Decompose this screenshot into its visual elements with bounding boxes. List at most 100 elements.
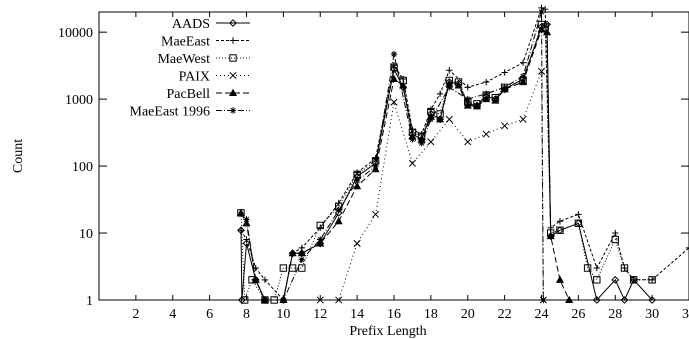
- point-marker: [464, 84, 471, 91]
- point-marker: [427, 138, 435, 146]
- point-marker: [555, 275, 564, 283]
- point-marker: [519, 72, 527, 80]
- y-tick-label: 10000: [58, 26, 93, 41]
- point-marker: [556, 218, 564, 225]
- point-marker: [519, 115, 527, 123]
- point-marker: [501, 122, 509, 130]
- point-marker: [575, 211, 582, 218]
- series-line: [240, 7, 689, 302]
- point-marker: [288, 264, 297, 272]
- point-marker: [593, 264, 601, 272]
- point-marker: [482, 130, 490, 138]
- point-marker: [541, 6, 549, 13]
- point-marker: [685, 244, 689, 252]
- x-tick-label: 26: [571, 307, 585, 322]
- point-marker: [297, 248, 306, 257]
- point-marker: [446, 84, 453, 91]
- point-marker: [464, 138, 472, 146]
- x-tick-label: 20: [461, 307, 475, 322]
- point-marker: [242, 239, 251, 248]
- point-marker: [454, 81, 463, 89]
- x-tick-label: 32: [682, 307, 689, 322]
- point-marker: [229, 71, 237, 80]
- point-marker: [482, 90, 490, 98]
- series-line: [320, 71, 544, 301]
- point-marker: [519, 77, 528, 86]
- point-marker: [482, 78, 490, 86]
- x-tick-label: 18: [424, 307, 438, 322]
- series-line: [246, 11, 544, 301]
- legend-label: AADS: [172, 17, 210, 32]
- point-marker: [408, 159, 416, 167]
- point-marker: [243, 216, 250, 223]
- point-marker: [418, 139, 425, 147]
- point-marker: [229, 107, 237, 114]
- point-marker: [229, 54, 237, 62]
- y-tick-label: 1: [86, 294, 93, 309]
- point-marker: [583, 264, 592, 272]
- point-marker: [237, 227, 245, 234]
- point-marker: [298, 264, 306, 272]
- point-marker: [648, 276, 656, 284]
- axis-ticks: 2468101214161820222426283032110100100010…: [58, 12, 689, 322]
- point-marker: [629, 276, 638, 284]
- series-maeeast-1996: [243, 8, 547, 304]
- y-tick-label: 10: [79, 227, 93, 242]
- series-maeeast: [237, 4, 689, 304]
- point-marker: [261, 296, 269, 304]
- point-marker: [409, 126, 416, 133]
- y-axis-label: Count: [11, 139, 26, 173]
- x-tick-label: 4: [169, 307, 176, 322]
- point-marker: [446, 67, 453, 74]
- point-marker: [427, 106, 435, 113]
- point-marker: [648, 296, 657, 304]
- x-tick-label: 28: [608, 307, 622, 322]
- point-marker: [297, 249, 306, 258]
- legend: AADS MaeEast MaeWest PAIX PacBell MaeEast 199…: [130, 17, 250, 120]
- point-marker: [472, 102, 482, 110]
- point-marker: [242, 219, 251, 227]
- series-group: [236, 4, 689, 304]
- point-marker: [389, 74, 399, 83]
- y-tick-label: 100: [72, 160, 93, 175]
- point-marker: [317, 236, 324, 243]
- series-paix: [316, 67, 547, 304]
- point-marker: [236, 208, 246, 216]
- point-marker: [482, 94, 491, 103]
- point-marker: [436, 115, 445, 123]
- point-marker: [593, 276, 601, 284]
- point-marker: [372, 162, 379, 170]
- x-tick-label: 2: [132, 307, 139, 322]
- legend-label: PacBell: [166, 87, 210, 102]
- point-marker: [556, 226, 564, 234]
- point-marker: [353, 239, 361, 247]
- point-marker: [611, 235, 619, 244]
- point-marker: [620, 264, 629, 272]
- point-marker: [353, 170, 361, 179]
- legend-label: MaeWest: [157, 52, 210, 67]
- point-marker: [574, 219, 583, 227]
- point-marker: [280, 296, 287, 304]
- point-marker: [542, 27, 552, 36]
- point-marker: [546, 231, 555, 240]
- point-marker: [240, 296, 249, 304]
- x-tick-label: 10: [276, 307, 290, 322]
- point-marker: [261, 276, 269, 284]
- point-marker: [409, 136, 416, 143]
- point-marker: [317, 224, 324, 231]
- point-marker: [501, 84, 508, 91]
- point-marker: [298, 256, 306, 263]
- point-marker: [491, 96, 500, 104]
- point-marker: [537, 67, 546, 75]
- point-marker: [252, 276, 259, 284]
- point-marker: [620, 296, 629, 304]
- point-marker: [228, 88, 238, 97]
- point-marker: [436, 90, 444, 98]
- x-tick-label: 22: [498, 307, 512, 322]
- legend-label: MaeEast: [161, 35, 210, 50]
- point-marker: [316, 239, 325, 247]
- point-marker: [390, 50, 398, 58]
- point-marker: [335, 296, 343, 304]
- point-marker: [612, 229, 619, 237]
- point-marker: [445, 115, 453, 123]
